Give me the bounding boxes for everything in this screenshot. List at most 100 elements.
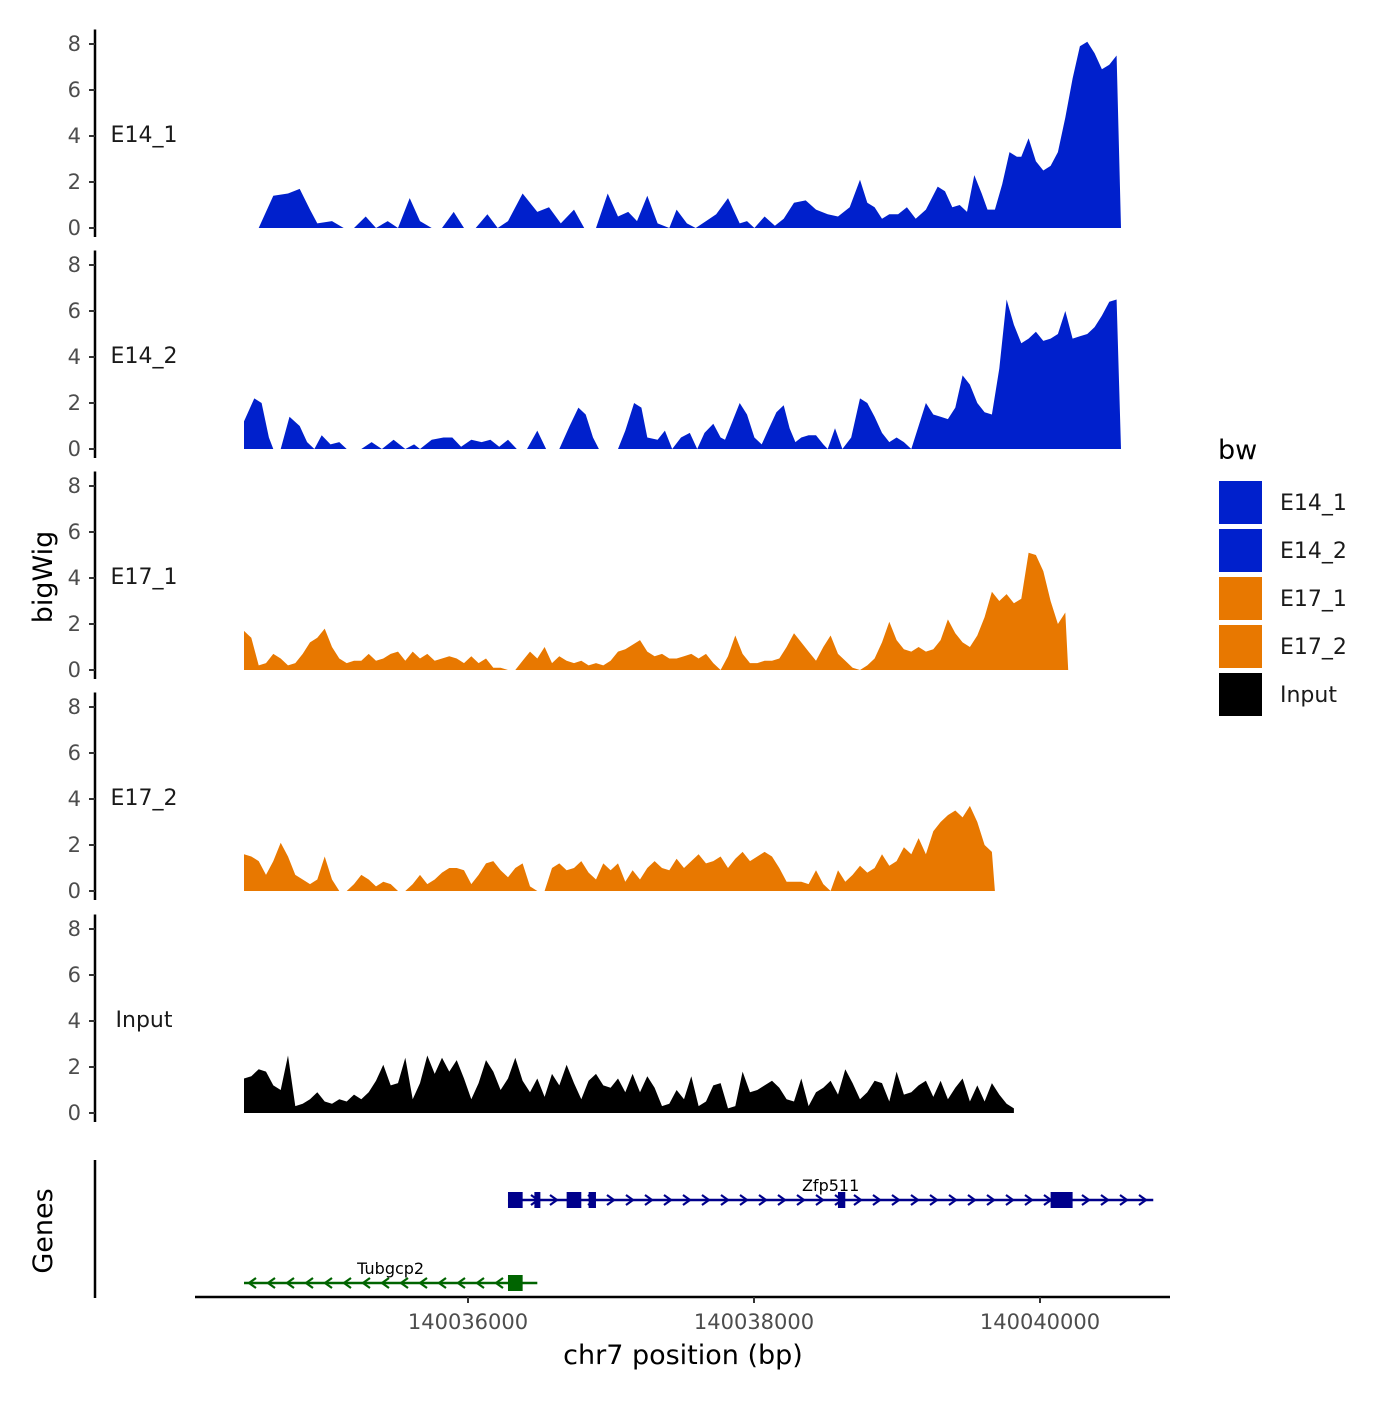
strand-arrow [1100, 1194, 1110, 1206]
strand-arrow [948, 1194, 958, 1206]
y-tick-label: 8 [68, 917, 81, 941]
exon [507, 1275, 523, 1291]
legend-label-E17_2: E17_2 [1280, 635, 1347, 660]
strand-arrow [739, 1194, 749, 1206]
y-tick-label: 2 [68, 833, 81, 857]
y-tick-label: 0 [68, 658, 81, 682]
y-tick-label: 6 [68, 299, 81, 323]
coverage-area-E14_1 [244, 41, 1121, 229]
y-tick-label: 0 [68, 879, 81, 903]
y-tick-label: 4 [68, 124, 81, 148]
exon [534, 1192, 541, 1208]
legend-label-Input: Input [1280, 683, 1337, 708]
strand-arrow [777, 1194, 787, 1206]
legend-title: bw [1218, 435, 1257, 466]
coverage-area-E17_1 [244, 552, 1069, 670]
strand-arrow [682, 1194, 692, 1206]
y-tick-label: 4 [68, 345, 81, 369]
y-tick-label: 6 [68, 78, 81, 102]
gene-label: Zfp511 [802, 1176, 859, 1195]
y-tick-label: 2 [68, 391, 81, 415]
x-axis: 140036000 140038000 140040000 [195, 1295, 1170, 1334]
strand-arrow [796, 1194, 806, 1206]
strand-arrow [247, 1277, 257, 1289]
genes-layer: Zfp511 Tubgcp2 [93, 1160, 1154, 1298]
track-E14_2: 0 2 4 6 8 E14_2 [68, 250, 1121, 461]
coverage-area-E17_2 [244, 805, 995, 891]
exon [588, 1192, 596, 1208]
y-tick-label: 6 [68, 520, 81, 544]
strand-arrow [1081, 1194, 1091, 1206]
strand-arrow [549, 1194, 559, 1206]
exon [566, 1192, 582, 1208]
y-tick-label: 2 [68, 612, 81, 636]
y-tick-label: 0 [68, 1101, 81, 1125]
legend: bw E14_1 E14_2 E17_1 E17_2 Input [1217, 435, 1347, 718]
strand-arrow [1024, 1194, 1034, 1206]
y-tick-label: 2 [68, 1055, 81, 1079]
strand-arrow [1138, 1194, 1148, 1206]
y-tick-label: 4 [68, 566, 81, 590]
track-label: Input [116, 1008, 173, 1033]
legend-key-E14_1 [1217, 479, 1264, 526]
track-E17_2: 0 2 4 6 8 E17_2 [68, 692, 995, 903]
track-E14_1: 0 2 4 6 8 E14_1 [68, 29, 1121, 240]
track-label: E17_1 [111, 565, 178, 590]
legend-key-E14_2 [1217, 527, 1264, 574]
coverage-area-Input [244, 1055, 1014, 1113]
y-tick-label: 6 [68, 741, 81, 765]
strand-arrow [475, 1277, 485, 1289]
strand-arrow [456, 1277, 466, 1289]
track-Input: 0 2 4 6 8 Input [68, 914, 1014, 1125]
y-tick-label: 8 [68, 474, 81, 498]
strand-arrow [606, 1194, 616, 1206]
strand-arrow [304, 1277, 314, 1289]
y-tick-label: 2 [68, 170, 81, 194]
track-E17_1: 0 2 4 6 8 E17_1 [68, 471, 1069, 682]
strand-arrow [266, 1277, 276, 1289]
legend-label-E14_1: E14_1 [1280, 491, 1347, 516]
strand-arrow [663, 1194, 673, 1206]
strand-arrow [342, 1277, 352, 1289]
strand-arrow [644, 1194, 654, 1206]
legend-key-E17_1 [1217, 575, 1264, 622]
strand-arrow [1119, 1194, 1129, 1206]
y-tick-label: 0 [68, 437, 81, 461]
coverage-area-E14_2 [244, 299, 1121, 449]
strand-arrow [494, 1277, 504, 1289]
strand-arrow [625, 1194, 635, 1206]
strand-arrow [437, 1277, 447, 1289]
strand-arrow [720, 1194, 730, 1206]
exon [1050, 1192, 1073, 1208]
y-tick-label: 8 [68, 695, 81, 719]
y-axis-title: bigWig [28, 531, 59, 624]
strand-arrow [380, 1277, 390, 1289]
y-tick-label: 8 [68, 253, 81, 277]
track-label: E14_2 [111, 344, 178, 369]
y-tick-label: 8 [68, 32, 81, 56]
x-tick-label: 140040000 [980, 1310, 1100, 1334]
strand-arrow [891, 1194, 901, 1206]
track-label: E17_2 [111, 786, 178, 811]
tracks-layer: 0 2 4 6 8 E14_1 0 2 4 6 8 E14_2 0 2 4 6 8 E17_1 0 2 4 6 8 E17_2… [68, 29, 1121, 1125]
strand-arrow [323, 1277, 333, 1289]
strand-arrow [986, 1194, 996, 1206]
strand-arrow [910, 1194, 920, 1206]
gene-Tubgcp2: Tubgcp2 [244, 1259, 538, 1291]
exon [507, 1192, 523, 1208]
legend-label-E14_2: E14_2 [1280, 539, 1347, 564]
y-tick-label: 0 [68, 216, 81, 240]
strand-arrow [758, 1194, 768, 1206]
strand-arrow [1005, 1194, 1015, 1206]
strand-arrow [418, 1277, 428, 1289]
strand-arrow [361, 1277, 371, 1289]
legend-key-E17_2 [1217, 623, 1264, 670]
strand-arrow [967, 1194, 977, 1206]
strand-arrow [929, 1194, 939, 1206]
gene-Zfp511: Zfp511 [507, 1176, 1154, 1208]
strand-arrow [872, 1194, 882, 1206]
y-tick-label: 4 [68, 1009, 81, 1033]
x-tick-label: 140036000 [408, 1310, 528, 1334]
